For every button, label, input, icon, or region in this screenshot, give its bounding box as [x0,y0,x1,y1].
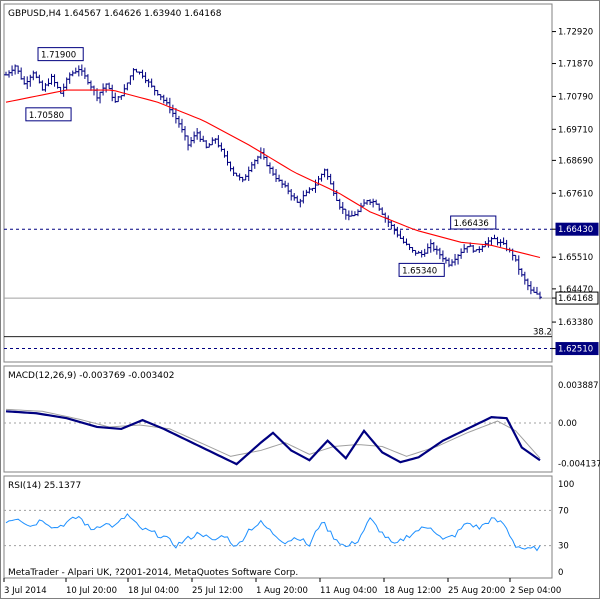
macd-main-line [5,410,541,466]
time-tick-label: 11 Aug 04:00 [320,586,377,596]
time-tick-label: 2 Sep 04:00 [510,586,561,596]
price-tick-label: 1.66430 [558,225,593,235]
rsi-tick-label: 70 [558,506,569,516]
price-tick-label: 1.64470 [558,285,593,295]
rsi-tick-label: 30 [558,542,569,552]
price-annotation-box [398,262,445,277]
symbol-header: GBPUSD,H4 1.64567 1.64626 1.63940 1.6416… [8,9,222,19]
macd-signal-line [5,408,541,459]
price-annotation-box [450,215,497,230]
time-axis: 3 Jul 2014 10 Jul 20:00 18 Jul 04:00 25 Jul… [3,578,561,596]
rsi-axis: 100 70 30 0 [4,480,574,578]
price-annotation-label: 1.65340 [402,266,437,276]
rsi-panel: RSI(14) 25.1377 100 70 30 0 MetaTrader - Al… [3,475,574,579]
time-tick-label: 18 Aug 12:00 [384,586,441,596]
rsi-tick-label: 100 [558,480,574,490]
macd-tick-label: 0.003887 [558,381,599,391]
price-tick-label: 1.70790 [558,92,593,102]
rsi-tick-label: 0 [558,568,563,578]
time-tick-label: 10 Jul 20:00 [66,586,117,596]
price-tick-label: 1.64168 [558,294,593,304]
price-annotation-label: 1.66436 [454,219,489,229]
macd-tick-label: 0.00 [558,419,577,429]
price-marker-box [555,342,599,356]
fib-level-label: 38.2 [533,328,552,338]
price-tick-label: 1.63380 [558,318,593,328]
footer-copyright: MetaTrader - Alpari UK, ?2001-2014, Meta… [8,568,298,578]
time-tick-label: 3 Jul 2014 [4,586,47,596]
rsi-panel-border [3,475,553,579]
price-annotation-box [37,47,84,62]
time-tick-label: 1 Aug 20:00 [256,586,308,596]
time-tick-label: 18 Jul 04:00 [128,586,179,596]
macd-panel: MACD(12,26,9) -0.003769 -0.003402 0.0038… [3,365,600,473]
price-tick-label: 1.65510 [558,253,593,263]
price-marker-box [555,222,599,236]
price-panel: GBPUSD,H4 1.64567 1.64626 1.63940 1.6416… [3,3,599,363]
price-tick-label: 1.68690 [558,156,593,166]
moving-average-line [5,89,541,259]
time-tick-label: 25 Jul 12:00 [192,586,243,596]
macd-header: MACD(12,26,9) -0.003769 -0.003402 [8,371,174,381]
price-tick-label: 1.62510 [558,345,593,355]
rsi-line [5,513,541,552]
price-marker-box [555,291,599,305]
price-panel-border [3,3,553,363]
price-tick-label: 1.69710 [558,125,593,135]
price-annotation-label: 1.70580 [29,111,64,121]
price-annotations: 1.71900 1.70580 1.66436 1.65340 [25,47,497,277]
price-tick-label: 1.72920 [558,28,593,38]
price-annotation-label: 1.71900 [41,51,76,61]
price-annotation-box [25,107,72,122]
macd-panel-border [3,365,553,473]
price-tick-label: 1.67610 [558,189,593,199]
rsi-header: RSI(14) 25.1377 [8,481,81,491]
price-axis: 1.72920 1.71870 1.70790 1.69710 1.68690 1.676… [4,28,599,356]
time-tick-label: 25 Aug 20:00 [448,586,505,596]
price-tick-label: 1.71870 [558,60,593,70]
macd-tick-label: -0.004137 [558,460,600,470]
